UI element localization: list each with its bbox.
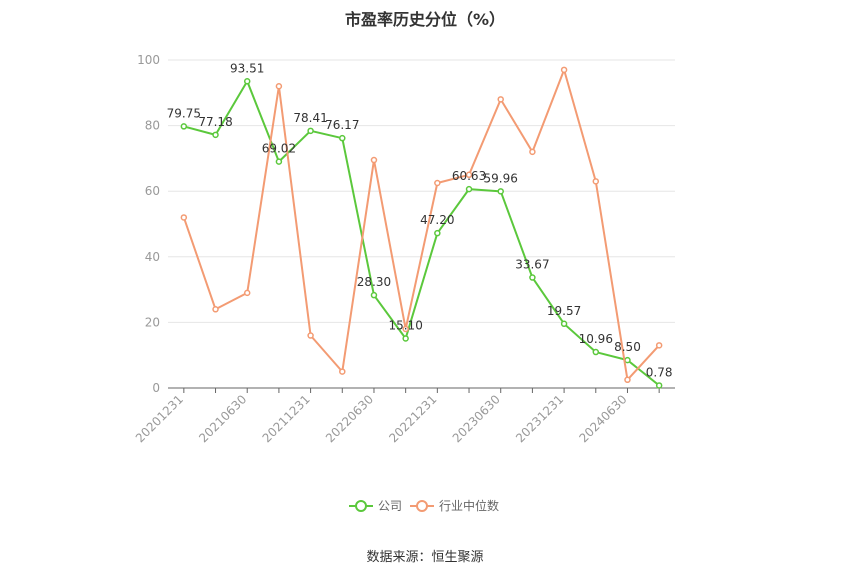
x-tick-label: 20230630 bbox=[450, 392, 503, 445]
company-data-label: 59.96 bbox=[484, 171, 518, 185]
company-data-point bbox=[465, 185, 473, 193]
industry-data-point bbox=[307, 332, 314, 339]
y-tick-label: 40 bbox=[145, 250, 160, 264]
company-data-point bbox=[655, 382, 663, 389]
industry-data-point bbox=[370, 156, 378, 164]
company-data-label: 0.78 bbox=[646, 365, 673, 379]
industry-data-point bbox=[592, 178, 600, 185]
company-data-point bbox=[339, 134, 346, 142]
x-tick-label: 20221231 bbox=[386, 392, 439, 445]
company-data-label: 60.63 bbox=[452, 169, 486, 183]
company-data-label: 79.75 bbox=[167, 106, 201, 120]
x-tick-label: 20201231 bbox=[133, 392, 186, 445]
legend-label: 行业中位数 bbox=[439, 498, 499, 513]
company-data-point bbox=[592, 348, 600, 356]
industry-data-point bbox=[180, 214, 188, 221]
company-data-point bbox=[275, 158, 283, 165]
company-data-label: 33.67 bbox=[515, 258, 549, 272]
company-data-point bbox=[624, 356, 631, 364]
legend-marker bbox=[355, 500, 367, 512]
industry-data-point bbox=[402, 325, 409, 333]
x-tick-label: 20231231 bbox=[513, 392, 566, 445]
industry-data-point bbox=[339, 368, 346, 375]
company-data-label: 77.18 bbox=[198, 115, 232, 129]
chart-title: 市盈率历史分位（%） bbox=[344, 10, 506, 29]
company-data-label: 15.10 bbox=[388, 318, 422, 332]
company-data-point bbox=[434, 229, 441, 237]
y-tick-label: 0 bbox=[152, 381, 160, 395]
company-data-label: 10.96 bbox=[579, 332, 613, 346]
industry-data-point bbox=[624, 376, 631, 384]
company-data-label: 28.30 bbox=[357, 275, 391, 289]
industry-data-point bbox=[434, 179, 441, 187]
company-data-point bbox=[307, 127, 314, 135]
industry-data-point bbox=[275, 82, 283, 90]
company-data-point bbox=[370, 291, 378, 299]
company-data-label: 76.17 bbox=[325, 118, 359, 132]
company-data-label: 78.41 bbox=[293, 111, 327, 125]
industry-data-point bbox=[529, 148, 536, 156]
company-data-point bbox=[212, 131, 219, 139]
x-tick-label: 20210630 bbox=[196, 392, 249, 445]
legend-item-company: 公司 bbox=[349, 499, 402, 513]
company-data-point bbox=[529, 274, 536, 281]
company-data-label: 93.51 bbox=[230, 61, 264, 75]
company-data-label: 19.57 bbox=[547, 304, 581, 318]
industry-series-line bbox=[182, 68, 660, 381]
x-tick-label: 20240630 bbox=[577, 392, 630, 445]
legend-item-industry: 行业中位数 bbox=[410, 498, 499, 513]
industry-data-point bbox=[212, 306, 219, 313]
source-note: 数据来源：恒生聚源 bbox=[366, 550, 484, 565]
y-tick-label: 100 bbox=[137, 53, 160, 67]
x-tick-label: 20220630 bbox=[323, 392, 376, 445]
legend-label: 公司 bbox=[378, 499, 402, 513]
company-series-line bbox=[183, 80, 660, 387]
x-tick-label: 20211231 bbox=[260, 392, 313, 445]
industry-data-point bbox=[465, 171, 473, 179]
legend-marker bbox=[416, 500, 428, 512]
industry-data-point bbox=[243, 289, 251, 297]
company-data-point bbox=[560, 320, 568, 328]
y-tick-label: 80 bbox=[145, 119, 160, 133]
industry-data-point bbox=[655, 342, 663, 349]
company-data-point bbox=[243, 78, 251, 85]
y-tick-label: 20 bbox=[145, 315, 160, 329]
company-data-label: 69.02 bbox=[262, 142, 296, 156]
company-data-point bbox=[402, 335, 409, 342]
industry-data-point bbox=[497, 96, 504, 103]
industry-data-point bbox=[560, 66, 568, 74]
y-tick-label: 60 bbox=[145, 184, 160, 198]
company-data-label: 47.20 bbox=[420, 213, 454, 227]
company-data-label: 8.50 bbox=[614, 340, 641, 354]
company-data-point bbox=[497, 188, 504, 195]
company-data-point bbox=[180, 123, 188, 130]
